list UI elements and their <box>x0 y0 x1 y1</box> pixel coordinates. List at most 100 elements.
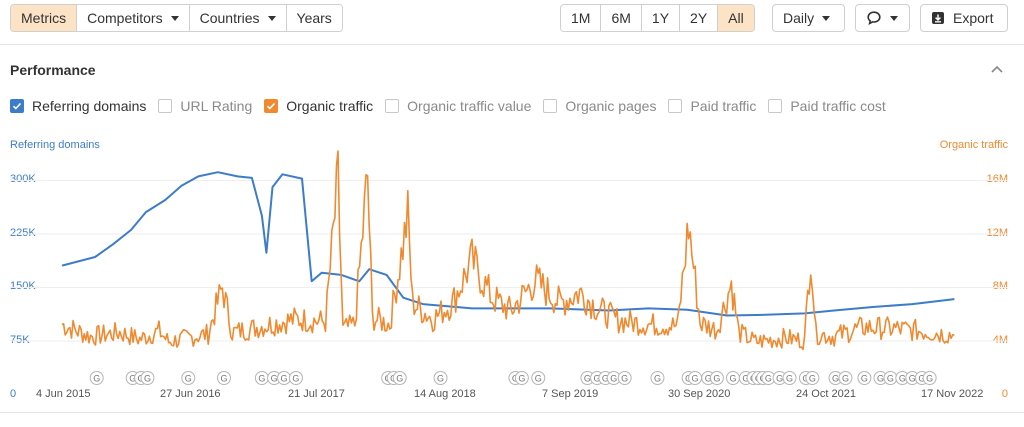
annotation-marker-label: G <box>705 374 712 384</box>
annotation-marker-label: G <box>809 374 816 384</box>
interval-dropdown[interactable]: Daily <box>772 4 845 32</box>
annotation-marker[interactable]: G <box>140 371 155 385</box>
annotation-marker-label: G <box>713 374 720 384</box>
range-6m[interactable]: 6M <box>601 5 642 31</box>
annotation-marker[interactable]: G <box>922 371 937 385</box>
annotation-marker-label: G <box>918 374 925 384</box>
right-tick: 12M <box>986 227 1008 239</box>
annotation-marker-label: G <box>292 374 299 384</box>
metric-organic-pages[interactable]: Organic pages <box>543 98 656 114</box>
x-tick: 17 Nov 2022 <box>921 388 984 400</box>
annotation-marker[interactable]: G <box>288 371 303 385</box>
annotation-marker-circle <box>838 371 853 385</box>
annotation-marker-circle <box>89 371 104 385</box>
annotation-marker-label: G <box>909 374 916 384</box>
annotations-dropdown[interactable] <box>855 4 910 32</box>
checkbox-icon[interactable] <box>385 99 400 113</box>
caret-down-icon <box>822 15 831 21</box>
range-all[interactable]: All <box>718 5 754 31</box>
tab-metrics[interactable]: Metrics <box>11 5 78 31</box>
annotation-marker-label: G <box>899 374 906 384</box>
range-1m[interactable]: 1M <box>561 5 602 31</box>
annotation-marker[interactable]: G <box>617 371 632 385</box>
range-6m-label: 6M <box>611 10 631 26</box>
annotation-marker[interactable]: G <box>709 371 724 385</box>
tab-countries-label: Countries <box>199 10 260 26</box>
checkbox-icon[interactable] <box>158 99 173 113</box>
annotation-marker[interactable]: G <box>433 371 448 385</box>
tab-competitors[interactable]: Competitors <box>77 5 190 31</box>
tab-countries[interactable]: Countries <box>189 5 287 31</box>
metric-paid-traffic[interactable]: Paid traffic <box>668 98 756 114</box>
annotation-marker-circle <box>709 371 724 385</box>
metric-label: Organic traffic <box>286 98 374 114</box>
annotation-marker-label: G <box>584 374 591 384</box>
metric-url-rating[interactable]: URL Rating <box>158 98 252 114</box>
toolbar: Metrics Competitors Countries Years 1M 6… <box>0 0 1024 44</box>
checkbox-checked-icon[interactable] <box>10 99 24 113</box>
annotation-marker[interactable]: G <box>216 371 231 385</box>
section-title: Performance <box>10 62 96 78</box>
metric-referring-domains[interactable]: Referring domains <box>10 98 146 114</box>
metric-label: Organic traffic value <box>407 98 532 114</box>
annotation-marker[interactable]: G <box>531 371 546 385</box>
metric-organic-traffic[interactable]: Organic traffic <box>264 98 373 114</box>
export-icon <box>932 12 944 24</box>
annotation-marker-circle <box>617 371 632 385</box>
right-tick: 16M <box>986 173 1008 185</box>
annotation-marker[interactable]: G <box>254 371 269 385</box>
annotation-marker-label: G <box>610 374 617 384</box>
x-tick: 21 Jul 2017 <box>288 388 345 400</box>
annotation-marker[interactable]: G <box>89 371 104 385</box>
annotation-marker[interactable]: G <box>688 371 703 385</box>
annotation-marker-label: G <box>185 374 192 384</box>
x-tick: 14 Aug 2018 <box>414 388 476 400</box>
annotation-marker-circle <box>922 371 937 385</box>
checkbox-icon[interactable] <box>543 99 558 113</box>
annotation-marker-label: G <box>926 374 933 384</box>
annotation-marker[interactable]: G <box>650 371 665 385</box>
metric-paid-traffic-cost[interactable]: Paid traffic cost <box>768 98 886 114</box>
annotation-marker-label: G <box>729 374 736 384</box>
annotation-marker[interactable]: G <box>857 371 872 385</box>
annotation-marker-circle <box>181 371 196 385</box>
annotation-marker[interactable]: G <box>392 371 407 385</box>
metric-organic-traffic-value[interactable]: Organic traffic value <box>385 98 531 114</box>
range-2y[interactable]: 2Y <box>680 5 719 31</box>
annotation-marker-label: G <box>535 374 542 384</box>
checkbox-icon[interactable] <box>768 99 783 113</box>
toolbar-divider <box>0 44 1024 45</box>
annotation-marker[interactable]: G <box>277 371 292 385</box>
annotation-marker[interactable]: G <box>838 371 853 385</box>
annotation-marker-circle <box>514 371 529 385</box>
range-1y[interactable]: 1Y <box>641 5 681 31</box>
annotation-marker-label: G <box>776 374 783 384</box>
export-button[interactable]: Export <box>920 4 1008 32</box>
annotation-marker-circle <box>288 371 303 385</box>
export-label: Export <box>953 10 994 26</box>
annotation-marker[interactable]: G <box>181 371 196 385</box>
checkbox-icon[interactable] <box>668 99 683 113</box>
annotation-marker[interactable]: G <box>725 371 740 385</box>
annotation-marker-circle <box>857 371 872 385</box>
annotation-marker[interactable]: G <box>883 371 898 385</box>
range-all-label: All <box>728 10 744 26</box>
annotation-marker-label: G <box>832 374 839 384</box>
annotation-marker[interactable]: G <box>805 371 820 385</box>
caret-down-icon <box>267 15 276 21</box>
bottom-divider <box>0 412 1024 413</box>
checkbox-checked-icon[interactable] <box>264 99 279 113</box>
annotation-marker-circle <box>392 371 407 385</box>
chevron-up-icon[interactable] <box>990 64 1004 74</box>
annotation-marker[interactable]: G <box>514 371 529 385</box>
annotation-marker[interactable]: G <box>782 371 797 385</box>
series-line-referring-domains <box>61 171 955 317</box>
tab-years[interactable]: Years <box>286 5 342 31</box>
left-tick: 300K <box>10 173 36 185</box>
tab-competitors-label: Competitors <box>87 10 163 26</box>
x-tick: 24 Oct 2021 <box>796 388 856 400</box>
annotation-marker-label: G <box>842 374 849 384</box>
annotation-marker-label: G <box>144 374 151 384</box>
annotation-marker-label: G <box>518 374 525 384</box>
